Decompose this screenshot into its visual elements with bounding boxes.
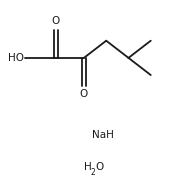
Text: HO: HO — [8, 53, 24, 63]
Text: O: O — [95, 161, 103, 171]
Text: H: H — [84, 161, 92, 171]
Text: O: O — [80, 89, 88, 99]
Text: 2: 2 — [91, 168, 96, 177]
Text: NaH: NaH — [92, 130, 114, 140]
Text: O: O — [52, 17, 60, 26]
